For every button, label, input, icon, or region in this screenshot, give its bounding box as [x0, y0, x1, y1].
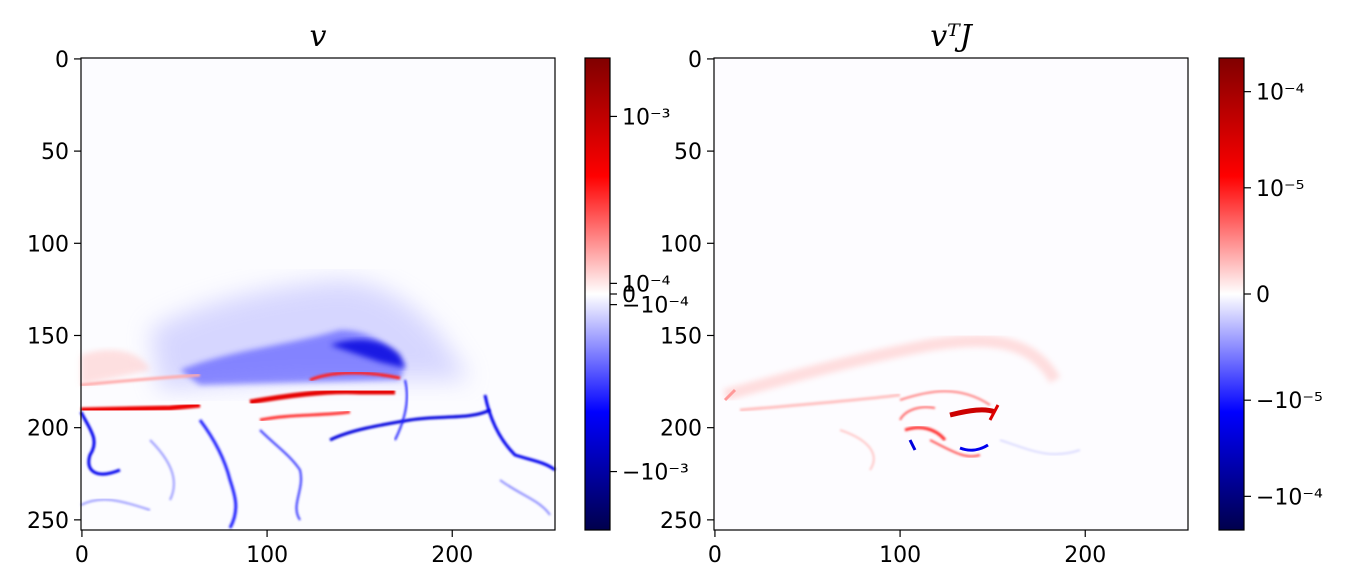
colorbar-tick-label: 0 — [1256, 283, 1270, 308]
heatmap-v — [79, 58, 556, 530]
x-tick-label: 100 — [246, 543, 288, 568]
y-tick-label: 150 — [660, 324, 702, 349]
y-tick-label: 0 — [55, 48, 69, 73]
y-tick-label: 200 — [27, 417, 69, 442]
colorbar-tick-label: 10⁻⁵ — [1256, 177, 1304, 202]
x-tick-label: 200 — [1064, 543, 1106, 568]
colorbar-tick-label: −10⁻⁴ — [622, 294, 689, 319]
y-tick-label: 250 — [27, 509, 69, 534]
chart-title-vtj: vᵀJ — [930, 19, 974, 54]
chart-title-v: v — [310, 19, 327, 54]
x-axis-v: 0 100 200 — [75, 530, 473, 568]
y-tick-label: 50 — [41, 140, 69, 165]
colorbar-tick-label: 10⁻⁴ — [1256, 81, 1305, 106]
y-tick-label: 0 — [688, 48, 702, 73]
y-tick-label: 100 — [660, 232, 702, 257]
colorbar-tick-label: 0 — [622, 283, 636, 308]
x-tick-label: 0 — [708, 543, 722, 568]
plot-frame-vtj — [713, 57, 1189, 531]
colorbar-tick-label: 10⁻³ — [622, 105, 670, 130]
panel-vtj: vᵀJ 0 100 200 0 50 100 150 200 250 10⁻⁴ 10⁻⁵ 0 — [660, 19, 1323, 568]
y-axis-v: 0 50 100 150 200 250 — [27, 48, 81, 534]
y-tick-label: 50 — [674, 140, 702, 165]
y-tick-label: 250 — [660, 509, 702, 534]
colorbar-v: 10⁻³ 10⁻⁴0−10⁻⁴ −10⁻³ — [584, 57, 689, 531]
x-tick-label: 100 — [879, 543, 921, 568]
colorbar-tick-label: −10⁻⁵ — [1256, 389, 1323, 414]
y-axis-vtj: 0 50 100 150 200 250 — [660, 48, 714, 534]
x-tick-label: 0 — [75, 543, 89, 568]
plot-frame-v — [80, 57, 556, 531]
y-tick-label: 200 — [660, 417, 702, 442]
x-axis-vtj: 0 100 200 — [708, 530, 1106, 568]
y-tick-label: 150 — [27, 324, 69, 349]
colorbar-vtj: 10⁻⁴ 10⁻⁵ 0 −10⁻⁵ −10⁻⁴ — [1218, 57, 1323, 531]
y-tick-label: 100 — [27, 232, 69, 257]
x-tick-label: 200 — [431, 543, 473, 568]
colorbar-tick-label: −10⁻³ — [622, 461, 689, 486]
colorbar-tick-label: 10⁻⁴ — [622, 272, 671, 297]
colorbar-tick-label: −10⁻⁴ — [1256, 485, 1323, 510]
heatmap-vtj — [714, 58, 1188, 530]
